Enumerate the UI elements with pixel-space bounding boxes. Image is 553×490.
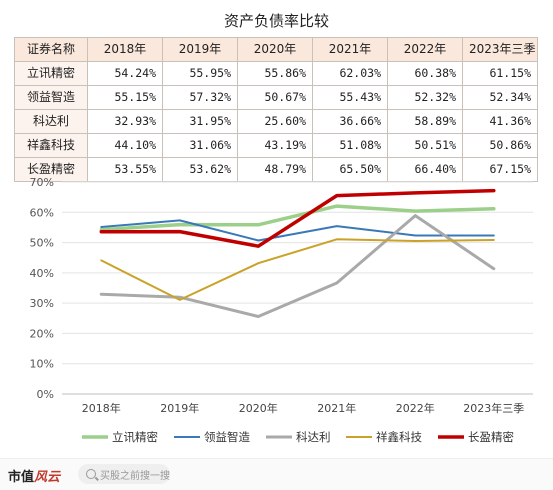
table-header-cell: 2021年 [312, 37, 388, 62]
chart-legend: 立讯精密 领益智造 科达利 祥鑫科技 长盈精密 [82, 430, 514, 444]
table-cell: 52.34% [462, 85, 538, 110]
x-tick-label: 2019年 [160, 401, 199, 415]
footer-bar: 市值风云 买股之前搜一搜 [0, 458, 553, 490]
table-row: 祥鑫科技 44.10% 31.06% 43.19% 51.08% 50.51% … [14, 133, 538, 158]
x-axis-ticks: 2018年 2019年 2020年 2021年 2022年 2023年三季 [82, 401, 525, 415]
y-tick-label: 70% [30, 176, 54, 189]
table-cell: 61.15% [462, 61, 538, 86]
table-cell: 53.62% [162, 157, 238, 182]
row-label: 科达利 [14, 109, 88, 134]
brand-accent: 风云 [34, 470, 61, 485]
table-cell: 54.24% [87, 61, 163, 86]
table-cell: 55.43% [312, 85, 388, 110]
table-row: 领益智造 55.15% 57.32% 50.67% 55.43% 52.32% … [14, 85, 538, 110]
row-label: 长盈精密 [14, 157, 88, 182]
table-cell: 52.32% [387, 85, 463, 110]
y-tick-label: 20% [30, 327, 54, 340]
y-tick-label: 40% [30, 267, 54, 280]
table-cell: 50.51% [387, 133, 463, 158]
table-cell: 58.89% [387, 109, 463, 134]
table-cell: 57.32% [162, 85, 238, 110]
table-cell: 31.95% [162, 109, 238, 134]
y-axis-ticks: 0% 10% 20% 30% 40% 50% 60% 70% [30, 176, 54, 401]
y-tick-label: 60% [30, 206, 54, 219]
series-line [100, 219, 495, 242]
search-icon [86, 469, 96, 479]
x-tick-label: 2020年 [239, 401, 278, 415]
table-header-row: 证券名称 2018年 2019年 2020年 2021年 2022年 2023年… [14, 37, 538, 62]
line-chart: 0%10%20%30%40%50%60%70% 2018年 2019年 2020年 2… [30, 176, 533, 444]
table-header-cell: 2018年 [87, 37, 163, 62]
table-cell: 32.93% [87, 109, 163, 134]
table-row: 长盈精密 53.55% 53.62% 48.79% 65.50% 66.40% … [14, 157, 538, 182]
x-tick-label: 2021年 [317, 401, 356, 415]
y-tick-label: 50% [30, 237, 54, 250]
row-label: 祥鑫科技 [14, 133, 88, 158]
x-tick-label: 2018年 [82, 401, 121, 415]
table-cell: 66.40% [387, 157, 463, 182]
table-cell: 50.67% [237, 85, 313, 110]
table-header-cell: 2020年 [237, 37, 313, 62]
search-box[interactable]: 买股之前搜一搜 [78, 464, 170, 484]
row-label: 领益智造 [14, 85, 88, 110]
x-tick-label: 2022年 [396, 401, 435, 415]
table-cell: 50.86% [462, 133, 538, 158]
table-header-cell: 2023年三季 [462, 37, 538, 62]
y-tick-label: 0% [37, 388, 54, 401]
y-tick-label: 10% [30, 358, 54, 371]
table-cell: 51.08% [312, 133, 388, 158]
chart-series [99, 188, 496, 318]
table-cell: 55.15% [87, 85, 163, 110]
series-line [99, 204, 496, 232]
table-cell: 41.36% [462, 109, 538, 134]
table-cell: 62.03% [312, 61, 388, 86]
legend-label: 领益智造 [204, 430, 250, 444]
table-cell: 44.10% [87, 133, 163, 158]
series-line [99, 188, 496, 248]
table-cell: 31.06% [162, 133, 238, 158]
table-header-cell: 2022年 [387, 37, 463, 62]
legend-label: 长盈精密 [468, 430, 514, 444]
table-cell: 25.60% [237, 109, 313, 134]
series-line [100, 238, 495, 301]
y-tick-label: 30% [30, 297, 54, 310]
legend-label: 祥鑫科技 [376, 430, 422, 444]
search-placeholder: 买股之前搜一搜 [100, 471, 170, 482]
row-label: 立讯精密 [14, 61, 88, 86]
table-row: 立讯精密 54.24% 55.95% 55.86% 62.03% 60.38% … [14, 61, 538, 86]
legend-label: 科达利 [296, 430, 331, 444]
table-header-cell: 证券名称 [14, 37, 88, 62]
table-cell: 43.19% [237, 133, 313, 158]
brand-main: 市值 [8, 470, 35, 485]
table-cell: 67.15% [462, 157, 538, 182]
table-cell: 55.95% [162, 61, 238, 86]
table-cell: 36.66% [312, 109, 388, 134]
chart-title: 资产负债率比较 [223, 12, 329, 30]
brand-logo: 市值风云 [8, 466, 60, 485]
table-row: 科达利 32.93% 31.95% 25.60% 36.66% 58.89% 4… [14, 109, 538, 134]
table-cell: 55.86% [237, 61, 313, 86]
data-table: 证券名称 2018年 2019年 2020年 2021年 2022年 2023年… [14, 37, 538, 182]
table-cell: 65.50% [312, 157, 388, 182]
x-tick-label: 2023年三季 [463, 401, 524, 415]
series-line [99, 214, 496, 318]
table-header-cell: 2019年 [162, 37, 238, 62]
table-cell: 60.38% [387, 61, 463, 86]
legend-label: 立讯精密 [112, 430, 158, 444]
